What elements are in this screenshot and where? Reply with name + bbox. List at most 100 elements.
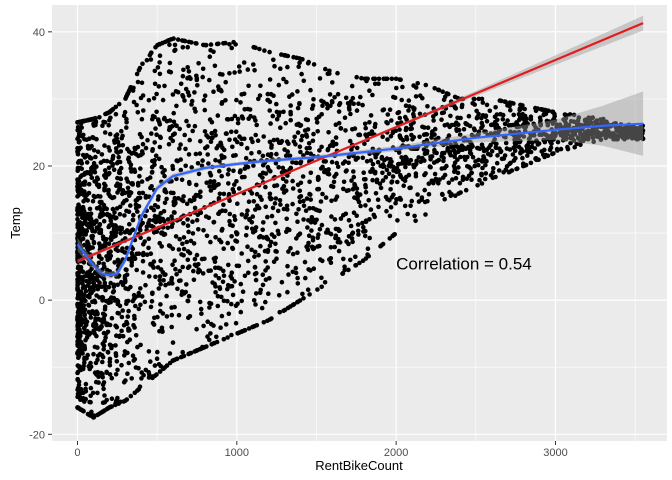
data-point [383,194,389,200]
data-point [584,129,589,135]
data-point [243,215,248,220]
data-point [134,251,140,257]
data-point [100,295,106,300]
data-point [135,209,140,214]
data-point [275,208,281,214]
data-point [149,299,155,304]
data-point [456,165,461,170]
data-point [223,40,228,46]
data-point [105,212,110,218]
y-tick-label: -20 [29,429,45,441]
data-point [173,266,178,272]
data-point [525,153,530,158]
data-point [75,189,81,195]
data-point [368,131,374,136]
data-point [166,69,172,74]
data-point [335,91,341,97]
data-point [143,367,149,373]
data-point [226,311,232,317]
data-point [154,372,159,377]
data-point [194,348,199,354]
data-point [109,234,114,239]
data-point [239,174,245,180]
data-point [315,287,320,292]
data-point [448,113,453,119]
data-point [362,233,368,239]
data-point [233,303,239,309]
data-point [348,257,353,263]
data-point [178,354,184,360]
data-point [258,243,263,249]
data-point [418,93,423,98]
smooth-fit-line [76,122,644,277]
data-point [335,164,341,170]
data-point [479,159,485,164]
data-point [276,140,282,145]
data-point [186,152,192,157]
data-point [526,140,532,145]
data-point [97,115,102,120]
data-point [213,235,218,240]
data-point [120,308,125,313]
data-point [227,71,232,76]
data-point [130,246,136,252]
data-point [284,179,289,184]
data-point [293,142,298,147]
data-point [107,193,113,199]
data-point [550,130,556,136]
data-point [119,128,124,134]
data-point [120,282,126,288]
data-point [265,164,271,170]
data-point [143,145,149,151]
data-point [558,146,564,152]
data-point [360,155,366,161]
data-point [242,136,247,142]
data-point [146,375,152,380]
data-point [93,118,98,124]
data-point [213,255,218,261]
data-point [86,302,91,308]
data-point [76,335,81,341]
data-point [328,245,334,250]
data-point [192,205,198,211]
data-point [206,161,211,166]
data-point [98,194,103,199]
data-point [425,198,430,204]
data-point [188,76,193,82]
data-point [105,322,110,328]
data-point [106,188,111,194]
data-point [244,145,250,151]
data-point [130,217,136,223]
data-point [157,277,162,283]
data-point [75,303,81,308]
data-point [232,217,238,223]
data-point [309,228,314,233]
data-point [161,116,167,122]
data-point [102,130,108,135]
data-point [248,113,253,119]
data-point [263,204,269,210]
data-point [475,145,481,151]
data-point [488,152,493,158]
data-point [186,179,192,185]
data-point [470,101,476,106]
data-point [260,227,266,233]
data-point [288,165,294,171]
data-point [368,207,374,212]
data-point [225,298,230,304]
data-point [302,128,308,133]
data-point [92,311,98,316]
data-point [158,258,163,264]
data-point [232,113,238,119]
data-point [431,118,436,123]
data-point [194,73,199,79]
data-point [257,290,263,296]
data-point [267,243,273,249]
data-point [395,121,400,126]
data-point [460,174,466,180]
data-point [300,133,305,139]
data-point [317,148,322,153]
data-point [309,106,315,111]
data-point [229,45,234,51]
data-point [223,98,228,103]
